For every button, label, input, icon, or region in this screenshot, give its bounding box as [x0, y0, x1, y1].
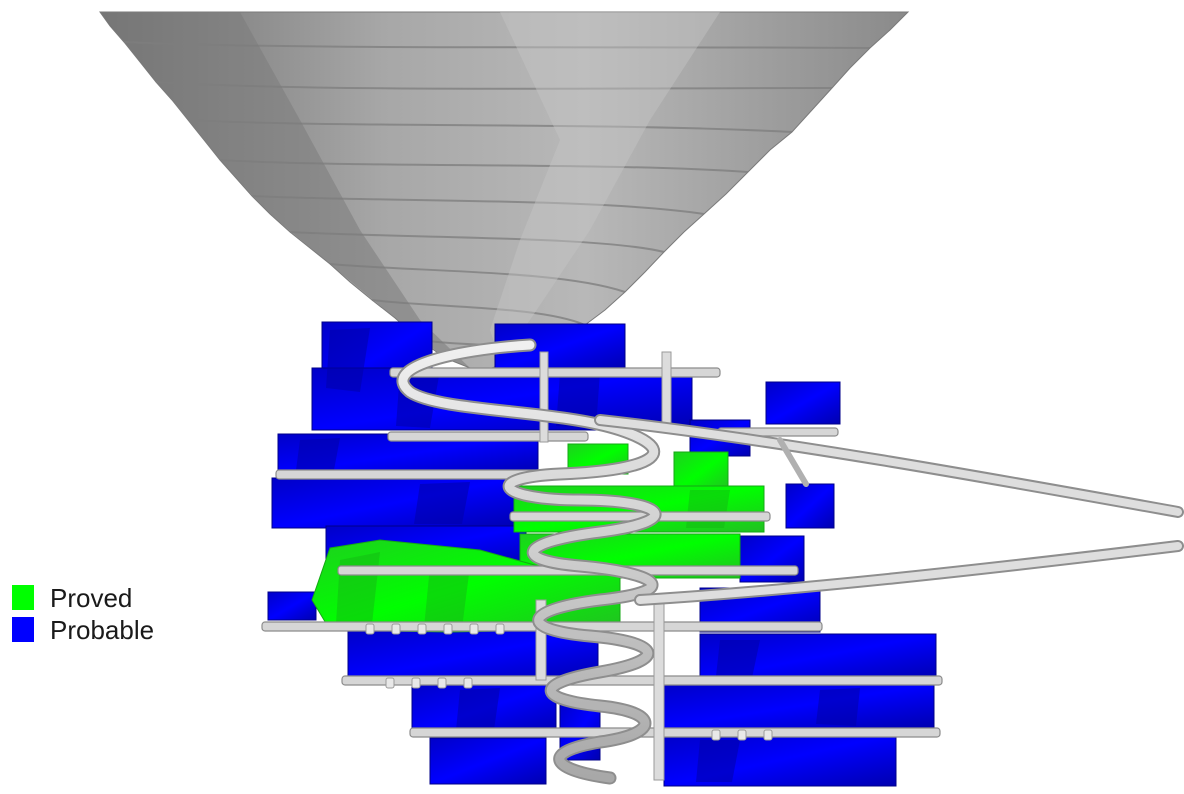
level-development — [261, 367, 943, 738]
open-pit-shell — [99, 11, 910, 369]
stope-block — [271, 477, 517, 529]
stope-block — [661, 683, 935, 729]
legend-swatch-proved — [12, 585, 34, 610]
decline-portal-arm-upper-surface — [596, 416, 1182, 516]
level-drive — [387, 431, 589, 442]
drawpoints — [365, 623, 773, 741]
stope-block — [785, 483, 835, 529]
stope-block — [267, 591, 317, 621]
level-drive — [409, 727, 941, 738]
decline-ramp-surface — [398, 340, 660, 783]
decline-portal-arm-lower-surface — [636, 542, 1182, 604]
vertical-raises — [535, 351, 672, 781]
legend-label-probable: Probable — [50, 615, 155, 645]
pit-light-facet — [490, 12, 720, 360]
legend-item-proved: Proved — [12, 583, 212, 615]
legend-item-probable: Probable — [12, 615, 212, 647]
raise — [653, 599, 665, 781]
level-drive — [389, 367, 721, 378]
raise — [535, 599, 547, 681]
raise — [539, 351, 549, 443]
legend-label-proved: Proved — [50, 583, 133, 613]
ramp-connector — [777, 437, 809, 487]
raise — [661, 351, 672, 433]
level-drive — [341, 675, 943, 686]
stope-block — [347, 629, 599, 681]
legend: Proved Probable — [12, 583, 212, 647]
stope-block — [429, 737, 547, 785]
pit-shadow-facet — [100, 12, 470, 368]
legend-swatch-probable — [12, 617, 34, 642]
decline-ramp — [396, 338, 1184, 785]
stope-block — [765, 381, 841, 425]
